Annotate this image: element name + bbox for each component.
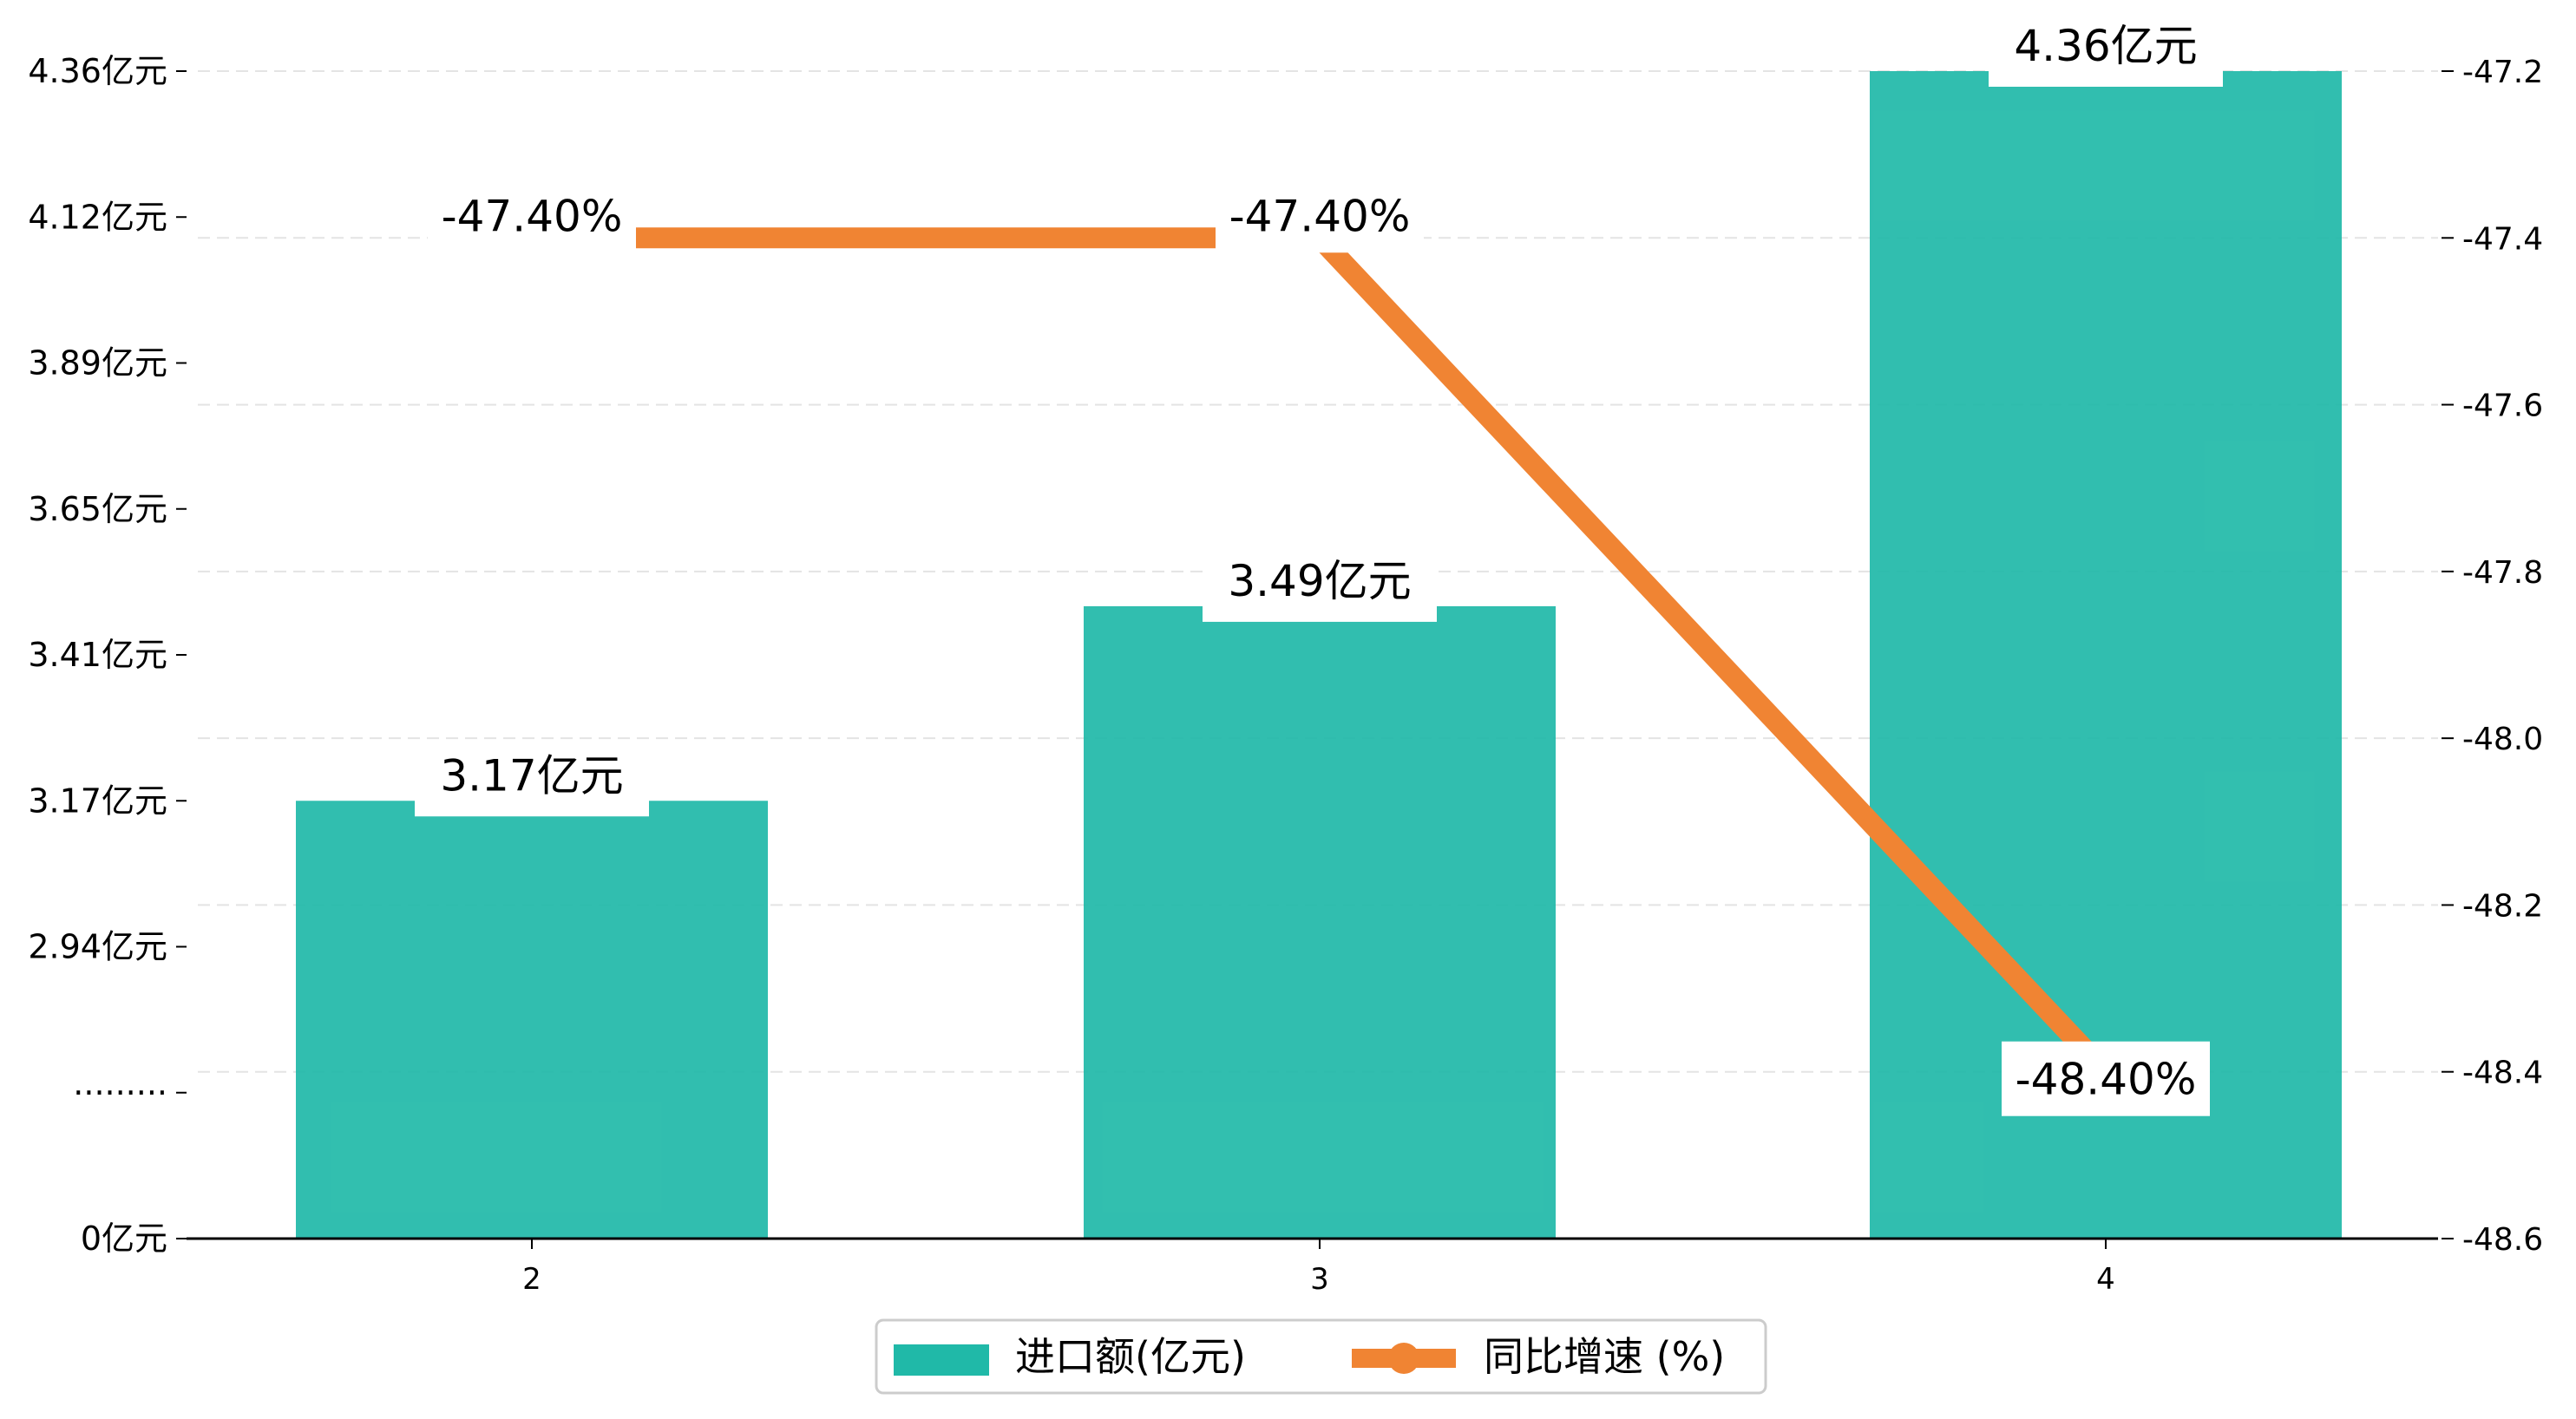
line-value-label-box: [2002, 1041, 2210, 1116]
right-tick-label: -47.4: [2462, 221, 2543, 257]
line-value-text: -47.40%: [442, 191, 623, 241]
legend-line-marker: [1388, 1343, 1419, 1374]
bar-3: [1084, 605, 1556, 1239]
line-value-label: -47.40%: [428, 178, 636, 253]
x-tick-label: 2: [522, 1262, 541, 1297]
right-tick-label: -47.2: [2462, 55, 2543, 90]
left-tick-label: 0亿元: [81, 1220, 167, 1258]
legend-bar-swatch: [894, 1344, 989, 1376]
right-tick-label: -48.0: [2462, 722, 2543, 757]
left-tick-label: 4.12亿元: [28, 198, 167, 236]
bar-value-text: 4.36亿元: [2014, 21, 2197, 71]
bar-value-label: 4.36亿元: [1989, 21, 2223, 87]
line-value-text: -47.40%: [1229, 191, 1411, 241]
legend-frame: [875, 1318, 1767, 1395]
right-tick-label: -47.6: [2462, 389, 2543, 424]
left-tick-label: 3.17亿元: [28, 781, 167, 820]
x-tick-label: 3: [1310, 1262, 1329, 1297]
line-value-label-box: [1216, 178, 1424, 253]
line-value-label-box: [428, 178, 636, 253]
right-tick-label: -48.4: [2462, 1056, 2543, 1091]
bar-value-label-box: [1989, 31, 2223, 87]
legend-line-label: 同比增速 (%): [1484, 1333, 1725, 1380]
left-tick-label: 3.89亿元: [28, 344, 167, 383]
left-tick-label: 3.65亿元: [28, 490, 167, 528]
bar-value-text: 3.17亿元: [440, 750, 623, 801]
bar-value-label-box: [1203, 566, 1437, 622]
line-value-label: -48.40%: [2002, 1041, 2210, 1116]
bar-2: [296, 801, 768, 1239]
left-tick-label: 4.36亿元: [28, 52, 167, 90]
x-tick-label: 4: [2096, 1262, 2115, 1297]
bar-value-text: 3.49亿元: [1228, 556, 1411, 606]
axes: 2 3 4 0亿元 ········· 2.94亿元 3.17亿元 3.41亿元 3.65亿元 3…: [28, 52, 2543, 1297]
left-tick-label: 3.41亿元: [28, 636, 167, 674]
bar-value-label: 3.17亿元: [415, 750, 649, 817]
bar-value-label: 3.49亿元: [1203, 556, 1437, 622]
left-tick-label: 2.94亿元: [28, 928, 167, 966]
bar-value-label-box: [415, 761, 649, 817]
right-tick-label: -48.6: [2462, 1222, 2543, 1258]
right-tick-label: -47.8: [2462, 555, 2543, 591]
line-value-label: -47.40%: [1216, 178, 1424, 253]
legend: 进口额(亿元) 同比增速 (%): [875, 1318, 1767, 1395]
left-tick-label: ·········: [73, 1074, 167, 1112]
right-tick-label: -48.2: [2462, 888, 2543, 924]
legend-bar-label: 进口额(亿元): [1015, 1333, 1246, 1380]
line-value-text: -48.40%: [2016, 1055, 2197, 1105]
data-labels: 3.17亿元 3.49亿元 4.36亿元 -47.40% -47.40% -48.40%: [415, 21, 2223, 1116]
